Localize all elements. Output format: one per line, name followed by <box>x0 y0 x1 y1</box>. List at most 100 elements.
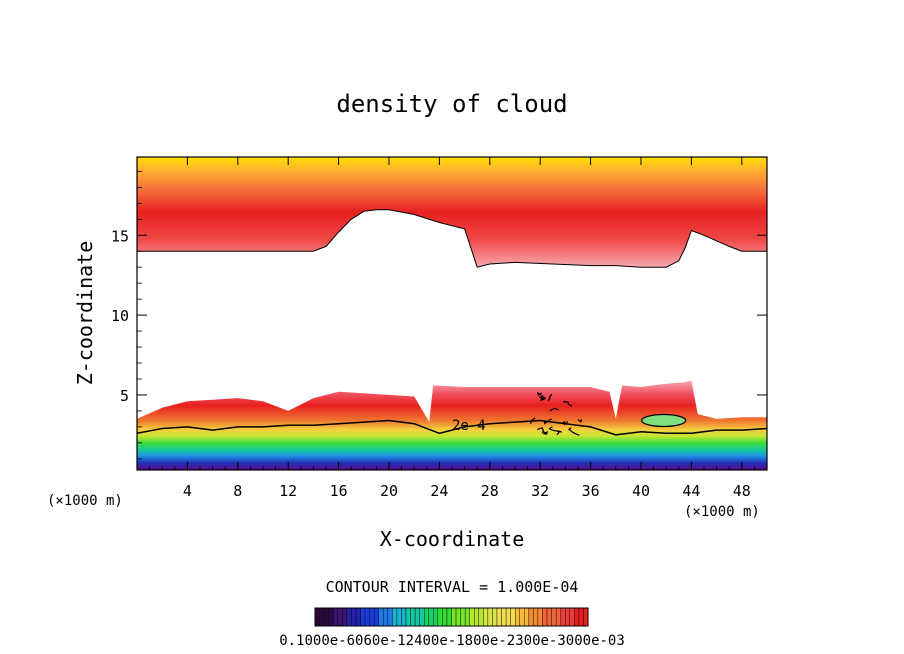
x-tick-label: 36 <box>582 482 600 500</box>
colorbar-labels: 0.1000e-6060e-12400e-1800e-2300e-3000e-0… <box>279 633 625 649</box>
lower-cloud-fill <box>137 380 767 470</box>
colorbar-swatch <box>496 607 502 627</box>
y-axis-label: Z-coordinate <box>73 241 97 386</box>
noise-contour <box>542 430 549 435</box>
colorbar-swatch <box>551 607 557 627</box>
colorbar-swatch <box>364 607 370 627</box>
colorbar-swatch <box>555 607 561 627</box>
colorbar-swatch <box>378 607 384 627</box>
colorbar-swatch <box>542 607 548 627</box>
colorbar-swatch <box>396 607 402 627</box>
x-tick-label: 28 <box>481 482 499 500</box>
colorbar-swatch <box>319 607 325 627</box>
colorbar-swatch <box>515 607 520 627</box>
closed-contour <box>641 413 687 428</box>
colorbar-swatch <box>428 607 434 627</box>
colorbar-swatch <box>505 607 511 627</box>
noise-contour <box>548 426 559 432</box>
colorbar-swatch <box>524 607 530 627</box>
colorbar-swatch <box>464 607 470 627</box>
noise-contour <box>539 396 546 401</box>
colorbar-swatch <box>314 607 320 627</box>
colorbar-swatch <box>460 607 466 627</box>
y-tick-label: 5 <box>120 387 129 405</box>
colorbar-swatch <box>533 607 539 627</box>
contour-label: 2e-4 <box>452 418 486 434</box>
x-tick-label: 40 <box>632 482 650 500</box>
colorbar-swatch <box>469 607 475 627</box>
colorbar-swatch <box>323 607 329 627</box>
noise-contour <box>537 427 545 434</box>
colorbar-frame <box>314 607 589 627</box>
convective-noise-contours <box>529 391 687 436</box>
colorbar-swatch <box>333 607 338 627</box>
colorbar-swatch <box>446 607 452 627</box>
noise-contour <box>547 393 553 402</box>
colorbar-swatch <box>455 607 461 627</box>
colorbar-swatch <box>346 607 352 627</box>
x-tick-label: 24 <box>430 482 448 500</box>
noise-contour <box>543 418 552 425</box>
x-tick-label: 16 <box>330 482 348 500</box>
colorbar-swatch <box>328 607 334 627</box>
colorbar-swatch <box>560 607 566 627</box>
x-tick-label: 4 <box>183 482 192 500</box>
colorbar-swatch <box>351 607 357 627</box>
colorbar-swatch <box>410 607 416 627</box>
colorbar-swatch <box>442 607 448 627</box>
colorbar-swatch <box>569 607 575 627</box>
colorbar-swatch <box>546 607 552 627</box>
noise-contour <box>577 419 582 423</box>
noise-contour <box>549 407 559 412</box>
colorbar-swatch <box>574 607 580 627</box>
x-tick-label: 48 <box>733 482 751 500</box>
noise-contour <box>560 420 569 426</box>
colorbar-swatch <box>437 607 443 627</box>
x-unit-left: (×1000 m) <box>47 493 123 509</box>
colorbar-swatch <box>360 607 366 627</box>
colorbar-swatch <box>392 607 398 627</box>
x-tick-label: 32 <box>531 482 549 500</box>
colorbar-swatch <box>419 607 425 627</box>
x-tick-label: 8 <box>233 482 242 500</box>
colorbar-swatch <box>337 607 343 627</box>
colorbar-swatch <box>433 607 439 627</box>
colorbar-swatch <box>583 607 589 627</box>
colorbar-swatch <box>474 607 480 627</box>
x-tick-label: 12 <box>279 482 297 500</box>
x-axis-ticks: 4 8 12 16 20 24 28 32 36 40 44 48 <box>149 157 755 500</box>
y-tick-label: 10 <box>111 307 129 325</box>
colorbar-swatch <box>369 607 375 627</box>
contour-line-2e-4 <box>137 419 767 436</box>
x-axis-label: X-coordinate <box>380 527 525 551</box>
colorbar-swatch <box>387 607 393 627</box>
colorbar-swatch <box>373 607 379 627</box>
colorbar-swatch <box>355 607 361 627</box>
colorbar-swatch <box>483 607 489 627</box>
x-tick-label: 44 <box>682 482 700 500</box>
colorbar-swatch <box>383 607 389 627</box>
colorbar-swatch <box>537 607 543 627</box>
noise-contour <box>567 427 580 436</box>
colorbar-swatch <box>565 607 571 627</box>
colorbar-swatch <box>492 607 498 627</box>
colorbar-swatch <box>487 607 493 627</box>
colorbar-swatch <box>501 607 507 627</box>
y-axis-ticks: 5 10 15 <box>111 170 767 460</box>
colorbar-swatch <box>342 607 348 627</box>
chart-title: density of cloud <box>336 90 567 118</box>
colorbar-swatch <box>405 607 411 627</box>
colorbar <box>314 607 589 627</box>
y-tick-label: 15 <box>111 227 129 245</box>
colorbar-swatch <box>519 607 525 627</box>
colorbar-swatch <box>451 607 457 627</box>
contour-interval: CONTOUR INTERVAL = 1.000E-04 <box>326 578 579 596</box>
colorbar-swatch <box>478 607 484 627</box>
colorbar-swatch <box>510 607 516 627</box>
colorbar-swatch <box>424 607 429 627</box>
colorbar-swatch <box>401 607 407 627</box>
colorbar-swatch <box>578 607 584 627</box>
noise-contour <box>563 400 573 407</box>
noise-contour <box>529 417 536 424</box>
